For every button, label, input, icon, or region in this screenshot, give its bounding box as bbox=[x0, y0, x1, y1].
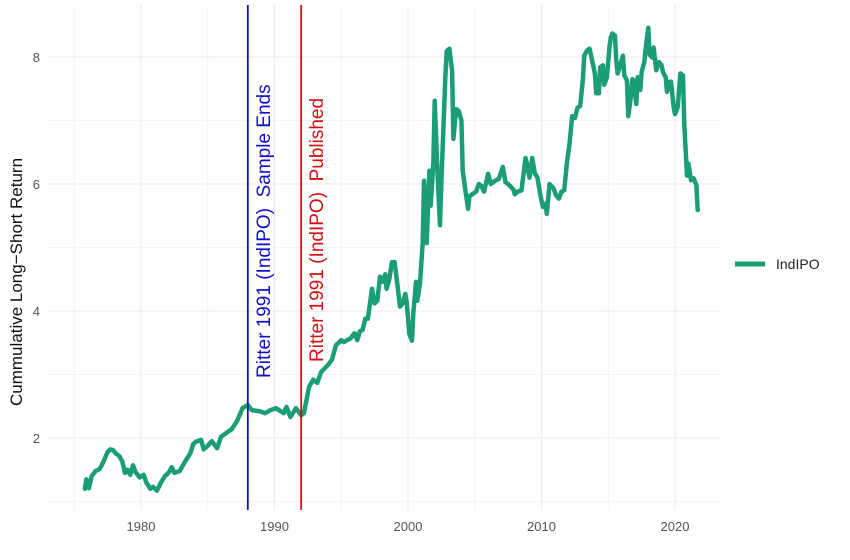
y-tick-label: 2 bbox=[33, 431, 40, 446]
legend: IndIPO bbox=[735, 256, 820, 272]
x-tick-label: 2000 bbox=[394, 519, 423, 534]
x-tick-label: 1990 bbox=[260, 519, 289, 534]
y-axis-title: Cummulative Long−Short Return bbox=[7, 158, 26, 406]
y-axis-tick-labels: 2 4 6 8 bbox=[33, 50, 40, 446]
vline-label-1: Ritter 1991 (IndIPO) Published bbox=[307, 98, 328, 362]
x-tick-label: 1980 bbox=[127, 519, 156, 534]
x-axis-tick-labels: 1980 1990 2000 2010 2020 bbox=[127, 519, 690, 534]
y-tick-label: 4 bbox=[33, 304, 40, 319]
series-indipo bbox=[82, 25, 700, 493]
vline-label-0: Ritter 1991 (IndIPO) Sample Ends bbox=[254, 84, 275, 378]
y-tick-label: 8 bbox=[33, 50, 40, 65]
major-gridlines bbox=[48, 5, 720, 510]
legend-label-indipo: IndIPO bbox=[776, 256, 820, 272]
x-tick-label: 2010 bbox=[527, 519, 556, 534]
minor-gridlines bbox=[48, 5, 720, 510]
x-tick-label: 2020 bbox=[661, 519, 690, 534]
y-tick-label: 6 bbox=[33, 177, 40, 192]
reference-lines: Ritter 1991 (IndIPO) Sample Ends Ritter 1… bbox=[246, 5, 328, 510]
series-line bbox=[82, 25, 700, 493]
